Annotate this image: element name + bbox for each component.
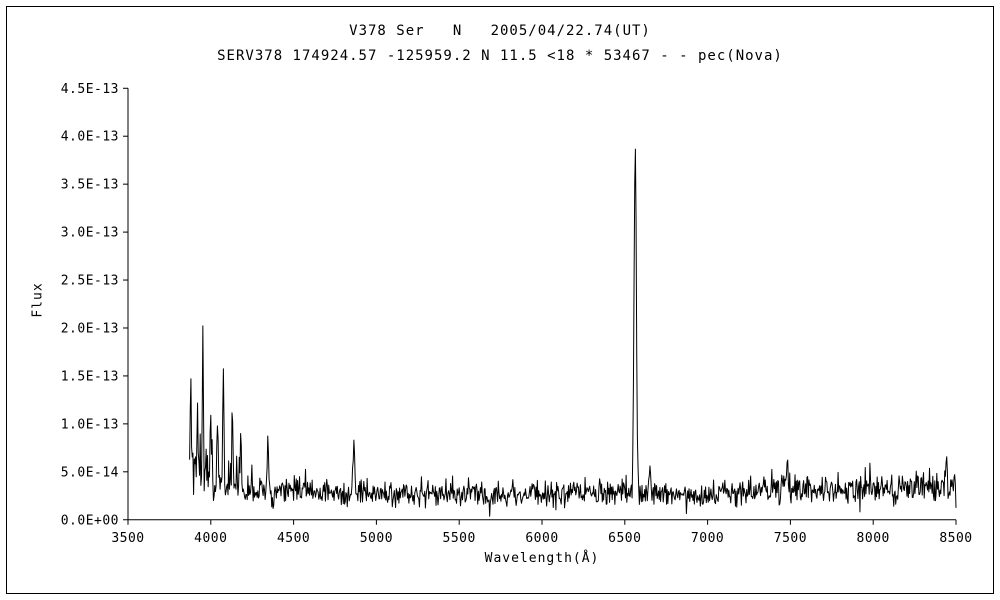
x-tick-label: 8000 bbox=[857, 531, 890, 546]
y-tick-label: 3.0E-13 bbox=[61, 226, 119, 241]
x-tick-label: 8500 bbox=[939, 531, 972, 546]
axis-lines bbox=[127, 88, 956, 521]
y-tick-label: 2.0E-13 bbox=[61, 321, 119, 336]
x-axis-label: Wavelength(Å) bbox=[484, 551, 600, 566]
x-tick-label: 7500 bbox=[774, 531, 807, 546]
chart-subtitle: SERV378 174924.57 -125959.2 N 11.5 <18 *… bbox=[217, 48, 783, 64]
x-tick-label: 4000 bbox=[194, 531, 227, 546]
y-tick-label: 0.0E+00 bbox=[61, 513, 119, 528]
x-tick-label: 5500 bbox=[443, 531, 476, 546]
y-tick-label: 2.5E-13 bbox=[61, 274, 119, 289]
x-tick-label: 6000 bbox=[525, 531, 558, 546]
y-tick-label: 1.5E-13 bbox=[61, 369, 119, 384]
spectrum-line bbox=[189, 148, 957, 517]
y-tick-label: 1.0E-13 bbox=[61, 417, 119, 432]
x-tick-label: 7000 bbox=[691, 531, 724, 546]
spectrum-plot: 0.0E+00 5.0E-14 1.0E-13 1.5E-13 2.0E-13 2.5E-… bbox=[61, 82, 972, 546]
y-tick-label: 4.5E-13 bbox=[61, 82, 119, 97]
x-tick-label: 4500 bbox=[277, 531, 310, 546]
y-tick-label: 3.5E-13 bbox=[61, 178, 119, 193]
chart-frame: V378 Ser N 2005/04/22.74(UT) SERV378 174… bbox=[6, 6, 994, 594]
y-tick-label: 4.0E-13 bbox=[61, 130, 119, 145]
x-tick-label: 5000 bbox=[360, 531, 393, 546]
chart-title: V378 Ser N 2005/04/22.74(UT) bbox=[349, 23, 651, 39]
x-tick-label: 3500 bbox=[111, 531, 144, 546]
x-tick-label: 6500 bbox=[608, 531, 641, 546]
y-tick-label: 5.0E-14 bbox=[61, 465, 119, 480]
